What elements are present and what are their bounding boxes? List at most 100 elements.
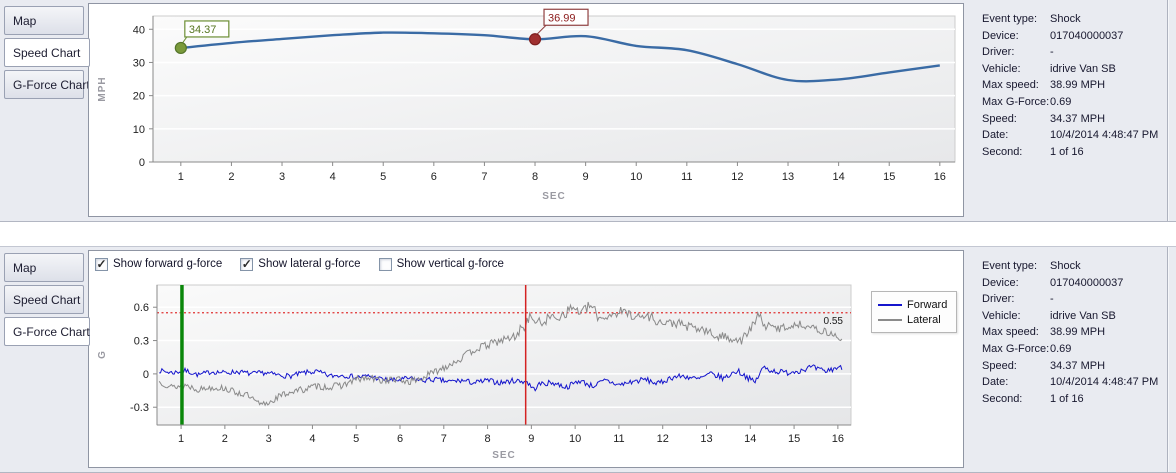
info-label: Speed: [982, 112, 1017, 125]
info-label: Second: [982, 145, 1023, 158]
info-label: Vehicle: [982, 309, 1021, 322]
info-row: Second: 1 of 16 [982, 392, 1176, 409]
svg-text:2: 2 [228, 171, 234, 183]
info-label: Max speed: [982, 79, 1039, 92]
checkbox-show-vertical-g-force[interactable]: Show vertical g-force [378, 257, 504, 271]
svg-text:2: 2 [222, 433, 228, 445]
info-row: Speed: 34.37 MPH [982, 112, 1176, 129]
info-row: Max speed: 38.99 MPH [982, 325, 1176, 342]
checkbox-icon[interactable]: ✓ [240, 256, 254, 271]
section-divider [1167, 247, 1168, 472]
checkbox-label: Show lateral g-force [258, 258, 361, 270]
info-label: Driver: [982, 46, 1015, 59]
svg-text:6: 6 [397, 433, 403, 445]
svg-text:12: 12 [731, 171, 743, 183]
info-row: Second: 1 of 16 [982, 145, 1176, 162]
svg-text:14: 14 [744, 433, 756, 445]
tab-g-force-chart[interactable]: G-Force Chart [4, 317, 90, 346]
gforce-chart-area: 0.55 -0.3 0 0.3 0.6 1 2 3 4 5 6 7 8 9 10 11 12 13 14 15 16 SE… [89, 277, 963, 467]
tab-g-force-chart[interactable]: G-Force Chart [4, 70, 90, 99]
speed-chart-section: Map Speed Chart G-Force Chart 0 10 20 30 40 1 2 3… [0, 0, 1176, 222]
svg-text:8: 8 [485, 433, 491, 445]
lateral-line-swatch [878, 318, 902, 321]
info-row: Vehicle: idrive Van SB [982, 309, 1176, 326]
svg-text:6: 6 [431, 171, 437, 183]
info-value: 0.69 [1050, 95, 1072, 108]
tab-speed-chart[interactable]: Speed Chart [4, 285, 84, 314]
info-label: Date: [982, 376, 1009, 389]
checkbox-label: Show forward g-force [113, 258, 223, 270]
svg-text:15: 15 [883, 171, 895, 183]
svg-text:3: 3 [279, 171, 285, 183]
info-row: Max speed: 38.99 MPH [982, 78, 1176, 95]
info-row: Date: 10/4/2014 4:48:47 PM [982, 375, 1176, 392]
info-label: Second: [982, 392, 1023, 405]
section-divider [1167, 0, 1168, 221]
svg-text:1: 1 [178, 433, 184, 445]
svg-text:40: 40 [133, 24, 145, 36]
info-label: Device: [982, 276, 1019, 289]
svg-text:0.3: 0.3 [134, 336, 149, 348]
info-value: 0.69 [1050, 342, 1072, 355]
info-row: Max G-Force: 0.69 [982, 95, 1176, 112]
info-value: idrive Van SB [1050, 309, 1116, 322]
info-value: idrive Van SB [1050, 62, 1116, 75]
svg-text:10: 10 [133, 124, 145, 136]
svg-text:MPH: MPH [97, 76, 108, 101]
svg-text:0: 0 [143, 369, 149, 381]
svg-text:4: 4 [330, 171, 336, 183]
info-label: Max G-Force: [982, 342, 1050, 355]
svg-text:13: 13 [700, 433, 712, 445]
svg-text:0.55: 0.55 [824, 316, 844, 327]
info-value: 38.99 MPH [1050, 79, 1106, 92]
info-value: 017040000037 [1050, 276, 1124, 289]
gforce-checkbox-row: ✓ Show forward g-force ✓ Show lateral g-for… [89, 251, 963, 277]
svg-text:15: 15 [788, 433, 800, 445]
info-label: Device: [982, 29, 1019, 42]
info-row: Date: 10/4/2014 4:48:47 PM [982, 128, 1176, 145]
gforce-chart-container: ✓ Show forward g-force ✓ Show lateral g-for… [88, 250, 964, 468]
svg-text:10: 10 [569, 433, 581, 445]
svg-text:10: 10 [630, 171, 642, 183]
svg-text:30: 30 [133, 57, 145, 69]
info-label: Speed: [982, 359, 1017, 372]
tab-map[interactable]: Map [4, 6, 84, 35]
svg-text:G: G [97, 351, 108, 359]
info-value: 10/4/2014 4:48:47 PM [1050, 376, 1159, 389]
svg-text:11: 11 [681, 171, 692, 183]
svg-text:0.6: 0.6 [134, 302, 149, 314]
info-row: Driver: - [982, 45, 1176, 62]
checkbox-icon[interactable] [378, 257, 392, 271]
svg-text:9: 9 [583, 171, 589, 183]
svg-text:8: 8 [532, 171, 538, 183]
tab-speed-chart[interactable]: Speed Chart [4, 38, 90, 67]
tab-map[interactable]: Map [4, 253, 84, 282]
info-row: Vehicle: idrive Van SB [982, 62, 1176, 79]
checkbox-icon[interactable]: ✓ [95, 256, 108, 271]
info-row: Device: 017040000037 [982, 29, 1176, 46]
info-value: Shock [1050, 13, 1081, 25]
svg-text:5: 5 [380, 171, 386, 183]
svg-text:13: 13 [782, 171, 794, 183]
info-row: Driver: - [982, 292, 1176, 309]
svg-text:36.99: 36.99 [548, 12, 576, 24]
svg-text:9: 9 [528, 433, 534, 445]
checkbox-show-lateral-g-force[interactable]: ✓ Show lateral g-force [240, 256, 361, 271]
svg-text:7: 7 [441, 433, 447, 445]
svg-text:16: 16 [832, 433, 844, 445]
info-label: Vehicle: [982, 62, 1021, 75]
info-value: 1 of 16 [1050, 145, 1084, 158]
legend-label-lateral: Lateral [907, 313, 941, 326]
event-info-panel: Event type: Shock Device: 017040000037 Drive… [970, 0, 1176, 221]
svg-text:3: 3 [266, 433, 272, 445]
info-row: Event type: Shock [982, 259, 1176, 276]
top-tabstrip: Map Speed Chart G-Force Chart [0, 0, 90, 221]
info-value: 017040000037 [1050, 29, 1124, 42]
info-label: Event type: [982, 260, 1038, 272]
checkbox-show-forward-g-force[interactable]: ✓ Show forward g-force [95, 256, 223, 271]
legend-item-lateral: Lateral [878, 312, 950, 327]
gforce-chart[interactable]: 0.55-0.300.30.61 2 3 4 5 6 7 8 9 10 11 12 13 14 15 16SE… [89, 277, 869, 463]
legend-label-forward: Forward [907, 298, 948, 311]
speed-chart-container: 0 10 20 30 40 1 2 3 4 5 6 7 8 9 10 11 12 13 14 15 16 SEC MPH 34… [88, 3, 964, 217]
